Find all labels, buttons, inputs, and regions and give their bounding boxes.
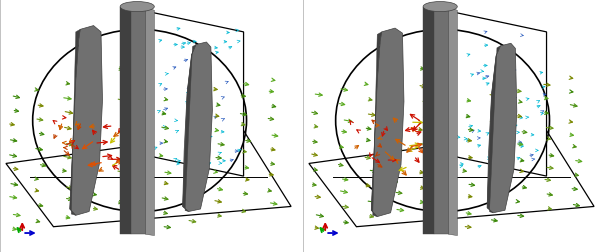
Polygon shape (434, 8, 449, 234)
Polygon shape (0, 0, 297, 252)
Polygon shape (131, 8, 146, 234)
Polygon shape (449, 8, 457, 236)
Polygon shape (182, 43, 212, 212)
Polygon shape (309, 131, 594, 227)
Polygon shape (371, 33, 382, 217)
Polygon shape (6, 131, 291, 227)
Polygon shape (487, 47, 500, 213)
Polygon shape (149, 13, 244, 176)
Ellipse shape (120, 3, 154, 13)
Polygon shape (451, 13, 547, 176)
Polygon shape (371, 29, 404, 217)
Polygon shape (120, 8, 131, 234)
Polygon shape (70, 26, 103, 215)
Ellipse shape (423, 3, 457, 13)
Polygon shape (182, 45, 196, 212)
Polygon shape (303, 0, 600, 252)
Polygon shape (146, 8, 154, 236)
Polygon shape (423, 8, 434, 234)
Polygon shape (70, 30, 80, 215)
Polygon shape (487, 44, 517, 213)
